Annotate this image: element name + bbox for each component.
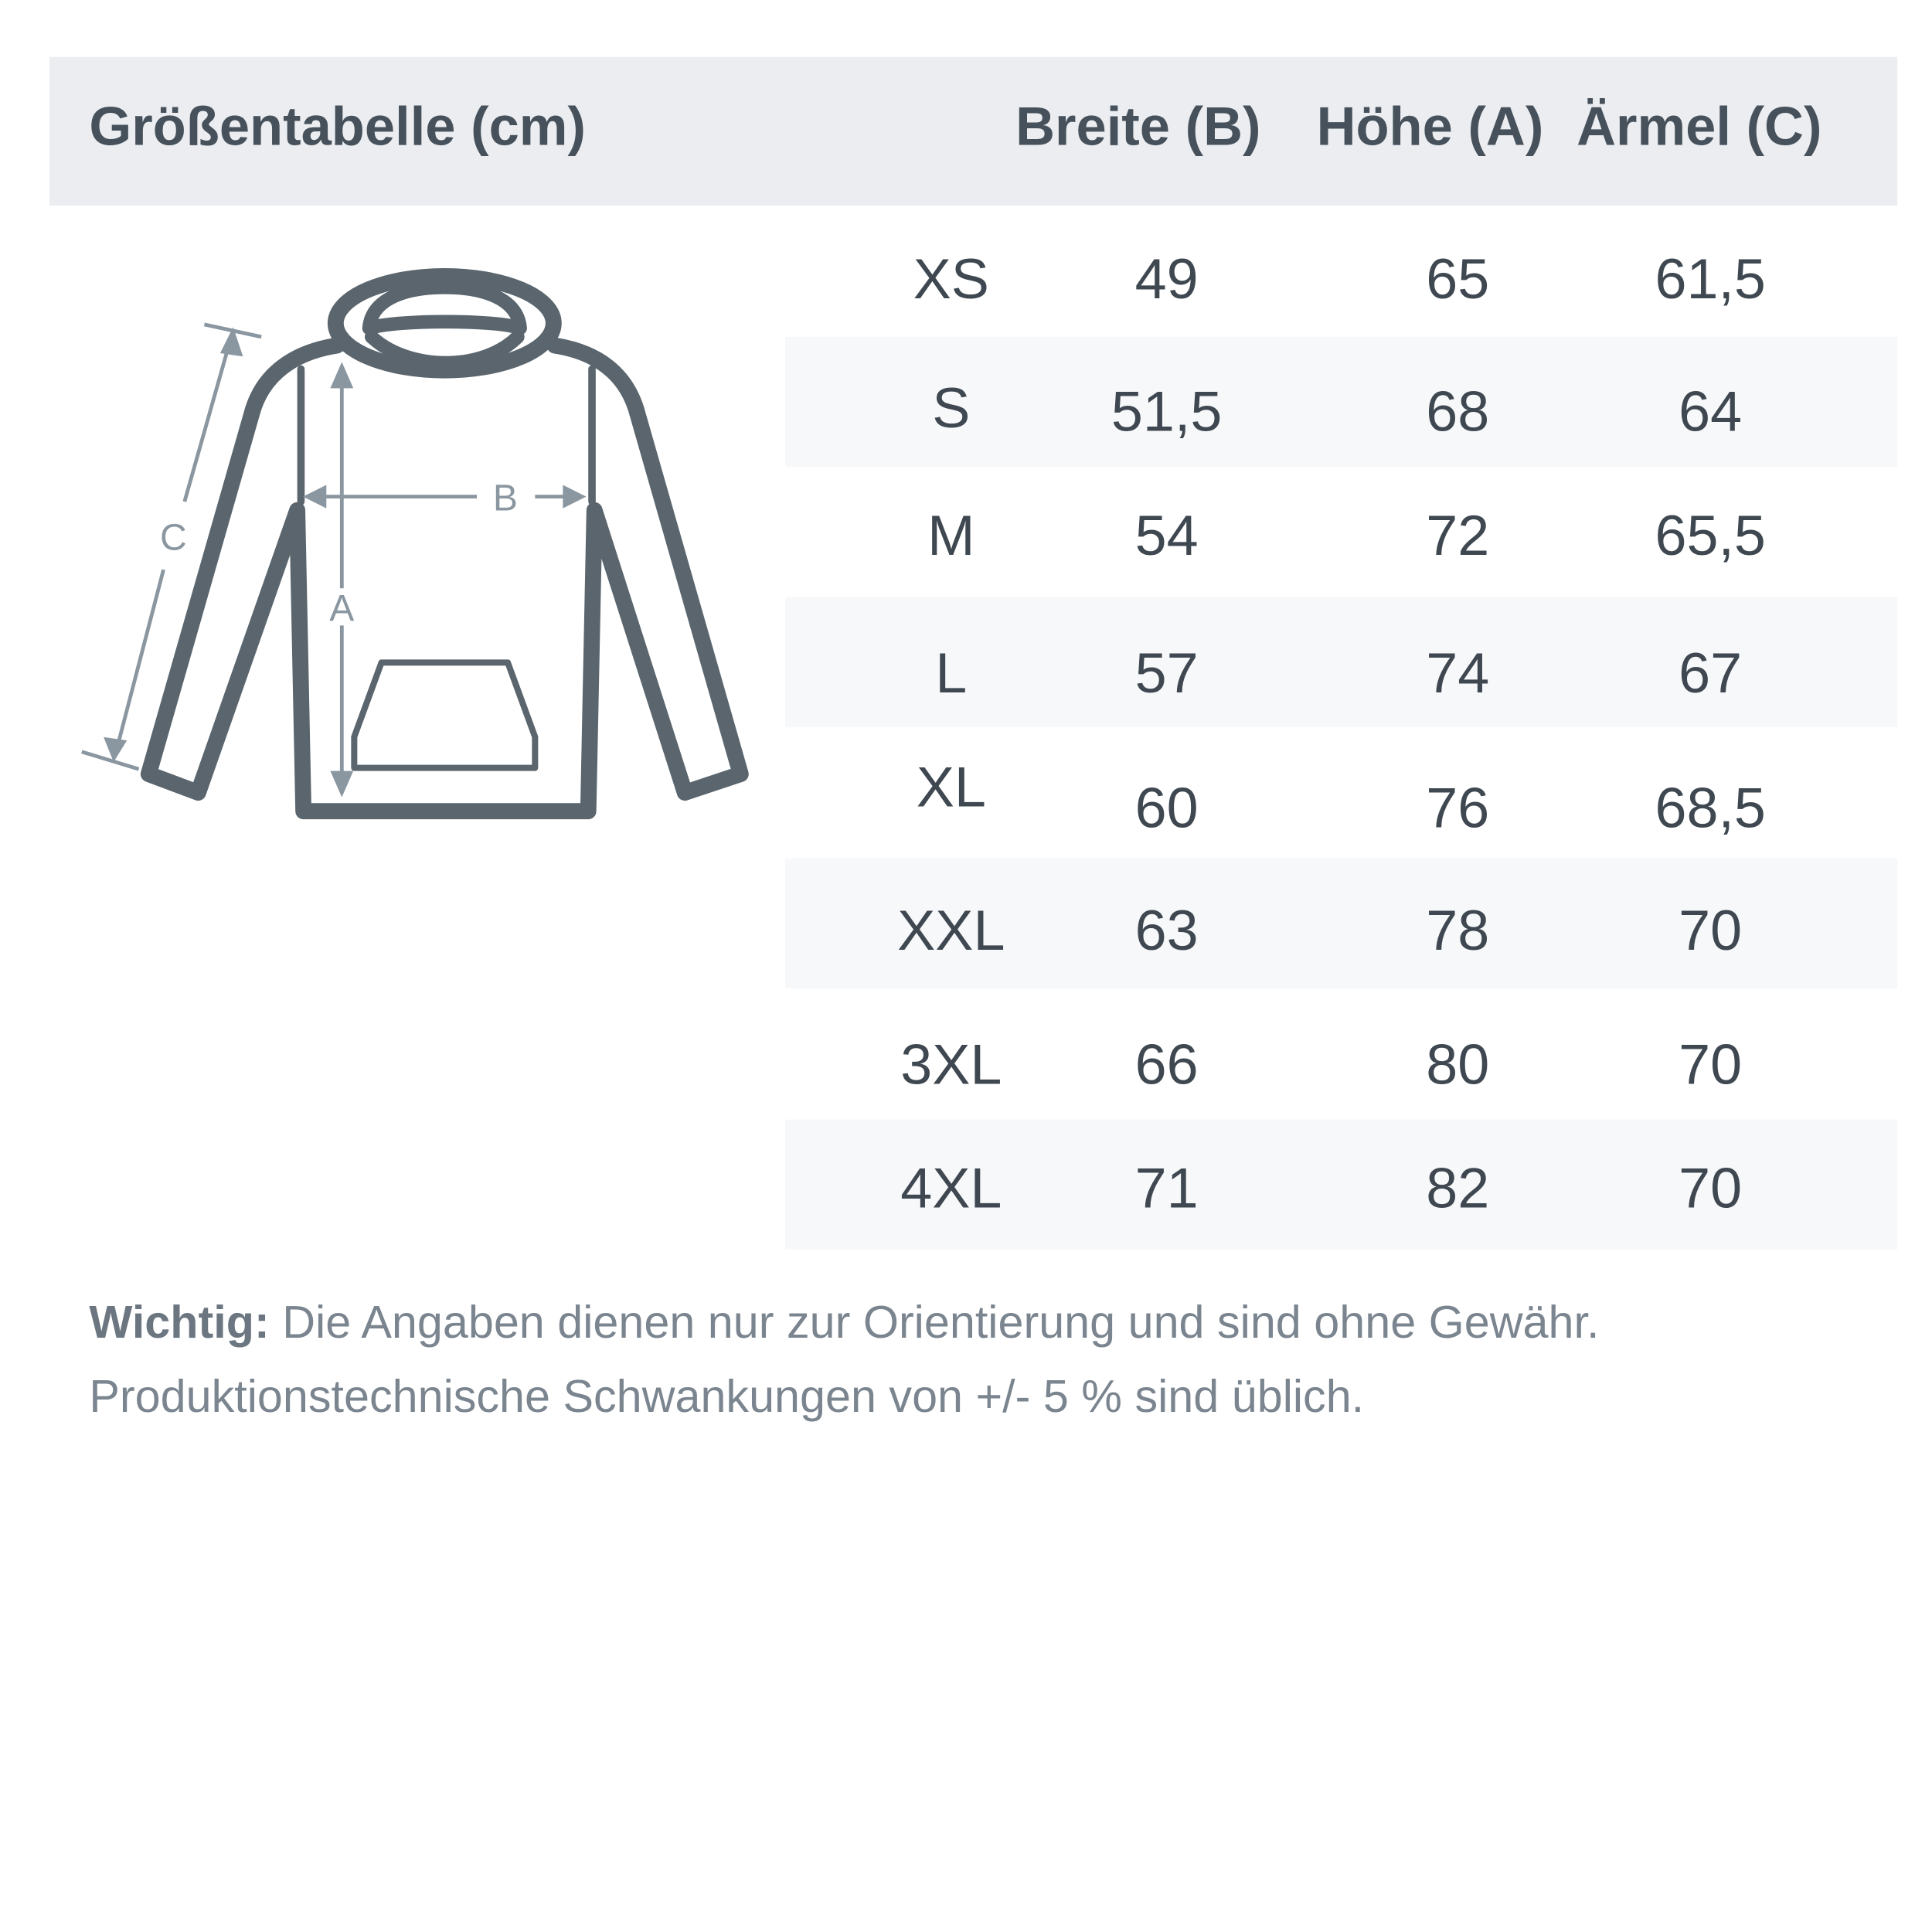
row-stripe <box>785 1119 1898 1250</box>
column-header-aermel: Ärmel (C) <box>1577 97 1822 158</box>
cell-breite: 51,5 <box>1111 379 1223 444</box>
row-stripe <box>785 336 1898 468</box>
table-title: Größentabelle (cm) <box>89 97 586 158</box>
cell-hoehe: 72 <box>1426 502 1490 567</box>
cell-size: XS <box>913 246 989 311</box>
cell-breite: 49 <box>1134 246 1199 311</box>
cell-hoehe: 76 <box>1426 775 1490 840</box>
cell-aermel: 67 <box>1679 640 1743 705</box>
note-line-1: Die Angaben dienen nur zur Orientierung … <box>282 1296 1600 1348</box>
cell-size: M <box>927 502 975 567</box>
table-header <box>49 56 1898 206</box>
cell-hoehe: 74 <box>1426 640 1490 705</box>
cell-size: L <box>935 640 968 705</box>
cell-size: 4XL <box>900 1155 1002 1220</box>
measure-label-c: C <box>160 517 187 559</box>
row-stripe <box>785 597 1898 727</box>
cell-aermel: 64 <box>1679 379 1743 444</box>
cell-aermel: 70 <box>1679 1031 1743 1097</box>
cell-aermel: 68,5 <box>1655 775 1766 840</box>
cell-breite: 71 <box>1134 1155 1199 1220</box>
cell-aermel: 70 <box>1679 1155 1743 1220</box>
cell-hoehe: 82 <box>1426 1155 1490 1220</box>
column-header-hoehe: Höhe (A) <box>1316 97 1544 158</box>
cell-breite: 66 <box>1134 1031 1199 1097</box>
column-header-breite: Breite (B) <box>1015 97 1261 158</box>
disclaimer-note: Wichtig: Die Angaben dienen nur zur Orie… <box>89 1285 1872 1434</box>
cell-hoehe: 68 <box>1426 379 1490 444</box>
cell-aermel: 70 <box>1679 897 1743 963</box>
measure-label-a: A <box>329 587 354 629</box>
cell-hoehe: 80 <box>1426 1031 1490 1097</box>
cell-size: 3XL <box>900 1031 1002 1097</box>
note-line-2: Produktionstechnische Schwankungen von +… <box>89 1371 1365 1422</box>
cell-aermel: 65,5 <box>1655 502 1766 567</box>
cell-size: XXL <box>897 897 1005 963</box>
cell-breite: 57 <box>1134 640 1199 705</box>
cell-hoehe: 65 <box>1426 246 1490 311</box>
cell-breite: 60 <box>1134 775 1199 840</box>
cell-hoehe: 78 <box>1426 897 1490 963</box>
measure-label-b: B <box>493 477 518 519</box>
cell-size: XL <box>916 753 986 819</box>
row-stripe <box>785 858 1898 988</box>
cell-breite: 54 <box>1134 502 1199 567</box>
cell-size: S <box>932 375 971 440</box>
cell-aermel: 61,5 <box>1655 246 1766 311</box>
note-label: Wichtig: <box>89 1296 270 1348</box>
cell-breite: 63 <box>1134 897 1199 963</box>
